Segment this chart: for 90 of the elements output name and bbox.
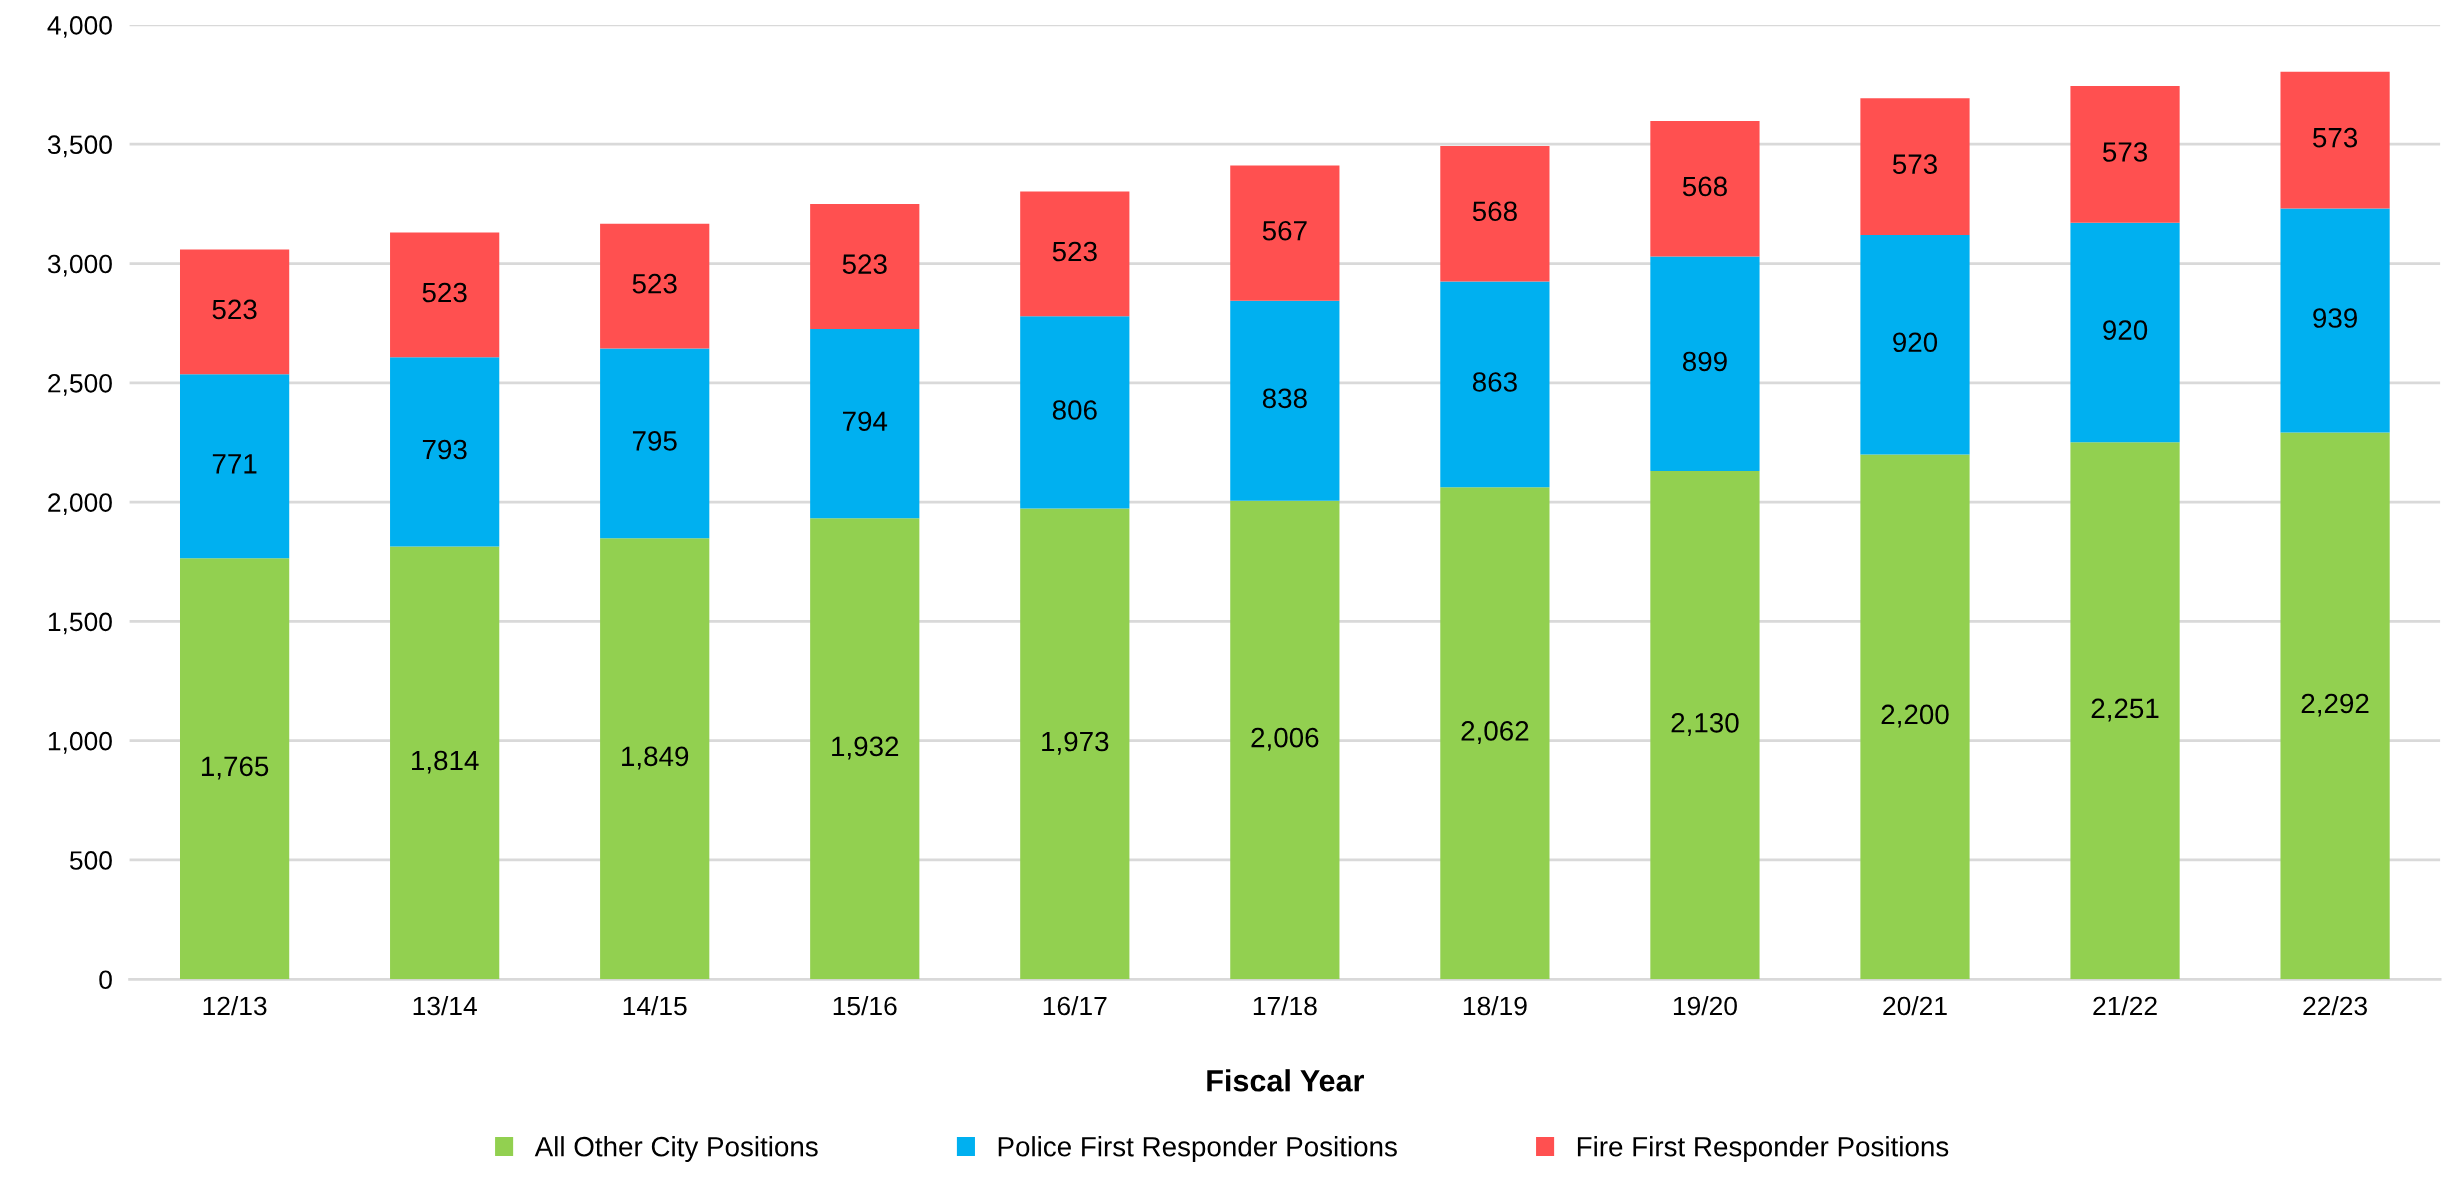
bar <box>1440 487 1550 980</box>
bar <box>2070 222 2180 443</box>
data-label: 1,932 <box>832 736 899 760</box>
data-label: 523 <box>212 299 257 320</box>
bar <box>390 232 500 358</box>
data-label: 2,006 <box>1251 727 1319 751</box>
bar <box>810 518 920 980</box>
data-label: 838 <box>1262 388 1307 409</box>
bar <box>1020 316 1130 509</box>
y-tick-label: 2,500 <box>48 373 112 396</box>
data-label: 573 <box>1892 154 1937 174</box>
x-tick-label: 20/21 <box>1883 995 1947 1016</box>
bar <box>1020 508 1130 980</box>
data-label: 573 <box>2102 142 2147 162</box>
data-label: 523 <box>842 254 887 274</box>
bar <box>1650 121 1760 257</box>
data-label: 2,062 <box>1461 721 1529 745</box>
data-label: 939 <box>2313 308 2357 328</box>
bar <box>2280 432 2390 980</box>
legend-label: All Other City Positions <box>534 1136 818 1162</box>
data-label: 567 <box>1262 220 1307 241</box>
bar <box>2280 71 2390 209</box>
x-tick-label: 17/18 <box>1253 995 1317 1016</box>
bar <box>2280 208 2390 433</box>
data-label: 1,849 <box>622 746 689 770</box>
bar <box>1440 145 1550 282</box>
y-tick-label: 2,000 <box>48 493 112 516</box>
x-tick-label: 12/13 <box>203 995 267 1016</box>
data-label: 794 <box>843 411 888 432</box>
bar <box>180 249 290 375</box>
y-tick-label: 1,500 <box>48 612 112 635</box>
bar <box>1020 191 1130 317</box>
bar <box>1230 500 1340 980</box>
x-axis-title: Fiscal Year <box>1207 1069 1364 1092</box>
bar <box>1860 98 1970 235</box>
bar <box>2070 86 2180 223</box>
bar <box>600 223 710 349</box>
data-label: 523 <box>422 282 467 303</box>
data-label: 806 <box>1052 400 1097 420</box>
data-label: 920 <box>1893 332 1938 353</box>
bar <box>390 357 500 547</box>
x-tick-label: 14/15 <box>623 995 687 1016</box>
bar <box>1230 165 1340 301</box>
data-label: 1,973 <box>1042 731 1109 755</box>
y-tick-label: 500 <box>69 851 112 870</box>
data-label: 793 <box>422 439 467 460</box>
data-label: 2,251 <box>2091 698 2159 722</box>
bar <box>810 204 920 329</box>
y-tick-label: 1,000 <box>48 731 112 754</box>
legend-label: Police First Responder Positions <box>998 1136 1397 1162</box>
bar <box>600 348 710 539</box>
x-tick-label: 15/16 <box>833 995 897 1016</box>
y-tick-label: 0 <box>99 970 112 990</box>
bar <box>1650 471 1760 980</box>
data-label: 568 <box>1682 176 1727 197</box>
legend-label: Fire First Responder Positions <box>1577 1136 1949 1162</box>
y-tick-label: 3,000 <box>47 254 112 277</box>
bar <box>180 558 290 980</box>
data-label: 771 <box>212 454 257 474</box>
bar <box>390 546 500 980</box>
data-label: 523 <box>632 273 677 294</box>
bar <box>180 374 290 559</box>
bar <box>2070 442 2180 980</box>
y-tick-label: 4,000 <box>47 16 112 38</box>
x-tick-label: 22/23 <box>2303 995 2367 1016</box>
bar <box>600 538 710 980</box>
data-label: 863 <box>1472 372 1517 392</box>
data-label: 899 <box>1682 351 1727 372</box>
x-tick-label: 21/22 <box>2093 995 2157 1016</box>
data-label: 2,200 <box>1881 704 1949 728</box>
bar <box>1230 300 1340 501</box>
data-label: 2,130 <box>1671 712 1739 736</box>
x-tick-label: 16/17 <box>1043 995 1107 1016</box>
bar <box>810 328 920 519</box>
x-tick-label: 19/20 <box>1673 995 1737 1016</box>
data-label: 1,765 <box>201 756 269 780</box>
data-label: 523 <box>1052 241 1097 262</box>
bar <box>1440 281 1550 488</box>
x-tick-label: 13/14 <box>413 995 477 1016</box>
bar <box>1650 256 1760 472</box>
data-label: 795 <box>632 431 677 451</box>
data-label: 568 <box>1472 201 1517 222</box>
y-tick-label: 3,500 <box>47 135 112 158</box>
data-label: 1,814 <box>412 750 479 774</box>
data-label: 920 <box>2103 320 2148 340</box>
bar <box>1860 234 1970 455</box>
x-tick-label: 18/19 <box>1463 995 1527 1016</box>
bar <box>1860 454 1970 980</box>
data-label: 573 <box>2313 127 2358 148</box>
data-label: 2,292 <box>2301 693 2369 717</box>
